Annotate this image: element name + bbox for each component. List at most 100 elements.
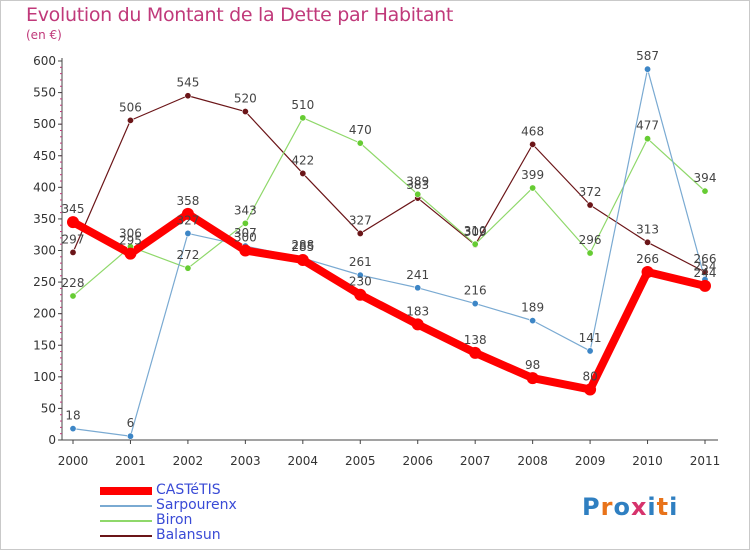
data-point-sarpourenx xyxy=(69,425,77,433)
proxiti-logo: Proxiti xyxy=(582,493,677,521)
series-line-balansun xyxy=(72,95,706,273)
y-tick-label: 50 xyxy=(41,401,56,415)
data-point-balansun xyxy=(184,92,192,100)
y-tick-label: 300 xyxy=(33,244,56,258)
data-point-balansun xyxy=(644,238,652,246)
x-tick-label: 2003 xyxy=(230,454,261,468)
data-label-sarpourenx: 241 xyxy=(406,268,429,282)
data-point-sarpourenx xyxy=(184,229,192,237)
y-tick-label: 600 xyxy=(33,54,56,68)
x-tick-label: 2000 xyxy=(58,454,89,468)
data-label-cast-tis: 285 xyxy=(291,240,314,254)
x-tick-label: 2004 xyxy=(288,454,319,468)
data-label-balansun: 545 xyxy=(176,76,199,90)
data-label-cast-tis: 244 xyxy=(694,266,717,280)
x-tick-label: 2006 xyxy=(402,454,433,468)
data-point-biron xyxy=(529,184,537,192)
data-label-biron: 296 xyxy=(579,233,602,247)
data-label-balansun: 266 xyxy=(694,252,717,266)
chart-title: Evolution du Montant de la Dette par Hab… xyxy=(26,4,454,26)
data-point-biron xyxy=(299,114,307,122)
data-point-biron xyxy=(184,264,192,272)
data-point-sarpourenx xyxy=(414,284,422,292)
data-label-balansun: 309 xyxy=(464,225,487,239)
data-label-balansun: 520 xyxy=(234,92,257,106)
data-point-biron xyxy=(414,190,422,198)
data-point-cast-tis xyxy=(354,288,367,301)
data-point-biron xyxy=(586,249,594,257)
data-label-sarpourenx: 189 xyxy=(521,301,544,315)
data-label-biron: 394 xyxy=(694,171,717,185)
data-label-cast-tis: 300 xyxy=(234,231,257,245)
data-point-balansun xyxy=(126,116,134,124)
data-label-sarpourenx: 587 xyxy=(636,49,659,63)
data-label-sarpourenx: 288 xyxy=(291,238,314,252)
data-label-cast-tis: 80 xyxy=(582,369,597,383)
data-label-balansun: 313 xyxy=(636,222,659,236)
legend-item-balansun: Balansun xyxy=(100,527,320,543)
x-tick-label: 2011 xyxy=(690,454,721,468)
data-point-cast-tis xyxy=(411,318,424,331)
data-point-sarpourenx xyxy=(586,347,594,355)
data-point-balansun xyxy=(586,201,594,209)
data-label-sarpourenx: 261 xyxy=(349,255,372,269)
data-label-biron: 228 xyxy=(62,276,85,290)
data-label-cast-tis: 295 xyxy=(119,234,142,248)
data-label-cast-tis: 345 xyxy=(62,202,85,216)
data-label-biron: 399 xyxy=(521,168,544,182)
data-point-balansun xyxy=(69,248,77,256)
data-point-biron xyxy=(69,292,77,300)
data-label-biron: 477 xyxy=(636,119,659,133)
data-label-sarpourenx: 307 xyxy=(234,226,257,240)
x-tick-label: 2010 xyxy=(632,454,663,468)
y-tick-label: 150 xyxy=(33,338,56,352)
y-tick-label: 500 xyxy=(33,117,56,131)
y-tick-label: 550 xyxy=(33,86,56,100)
data-label-biron: 510 xyxy=(291,98,314,112)
data-label-cast-tis: 98 xyxy=(525,358,540,372)
data-label-biron: 272 xyxy=(176,248,199,262)
data-point-cast-tis xyxy=(296,253,309,266)
data-point-biron xyxy=(241,219,249,227)
data-point-balansun xyxy=(356,229,364,237)
data-label-cast-tis: 138 xyxy=(464,333,487,347)
y-tick-label: 350 xyxy=(33,212,56,226)
data-label-sarpourenx: 216 xyxy=(464,284,487,298)
data-label-cast-tis: 358 xyxy=(176,194,199,208)
data-label-cast-tis: 230 xyxy=(349,275,372,289)
data-point-cast-tis xyxy=(641,265,654,278)
legend-label: CASTéTIS xyxy=(156,482,221,498)
legend-swatch xyxy=(100,520,152,522)
data-point-cast-tis xyxy=(526,372,539,385)
legend-swatch xyxy=(100,505,152,507)
series-line-biron xyxy=(72,117,706,297)
chart-data-labels: 297 506 545 520 422 327 383 309 468 372 313 266 228 3… xyxy=(62,49,717,430)
chart-legend: CASTéTIS Sarpourenx Biron Balansun xyxy=(100,482,320,543)
data-label-balansun: 297 xyxy=(62,232,85,246)
x-tick-label: 2005 xyxy=(345,454,376,468)
data-label-balansun: 506 xyxy=(119,100,142,114)
data-point-cast-tis xyxy=(469,346,482,359)
data-point-balansun xyxy=(529,140,537,148)
x-tick-label: 2008 xyxy=(517,454,548,468)
chart-subtitle: (en €) xyxy=(26,28,62,42)
data-point-cast-tis xyxy=(239,244,252,257)
y-tick-label: 200 xyxy=(33,307,56,321)
x-tick-label: 2001 xyxy=(115,454,146,468)
y-tick-label: 100 xyxy=(33,370,56,384)
data-point-biron xyxy=(356,139,364,147)
series-line-cast-tis xyxy=(69,209,709,394)
line-chart: 0 50 100 150 200 250 300 350 400 450 500 550 600 2000… xyxy=(33,49,721,468)
legend-item-sarpourenx: Sarpourenx xyxy=(100,497,320,513)
legend-label: Balansun xyxy=(156,527,221,543)
data-label-balansun: 383 xyxy=(406,178,429,192)
data-point-sarpourenx xyxy=(356,271,364,279)
data-point-cast-tis xyxy=(181,207,194,220)
data-point-cast-tis xyxy=(67,216,79,229)
y-tick-label: 250 xyxy=(33,275,56,289)
chart-markers xyxy=(67,65,711,440)
legend-item-biron: Biron xyxy=(100,512,320,528)
data-label-sarpourenx: 141 xyxy=(579,331,602,345)
y-tick-label: 450 xyxy=(33,149,56,163)
